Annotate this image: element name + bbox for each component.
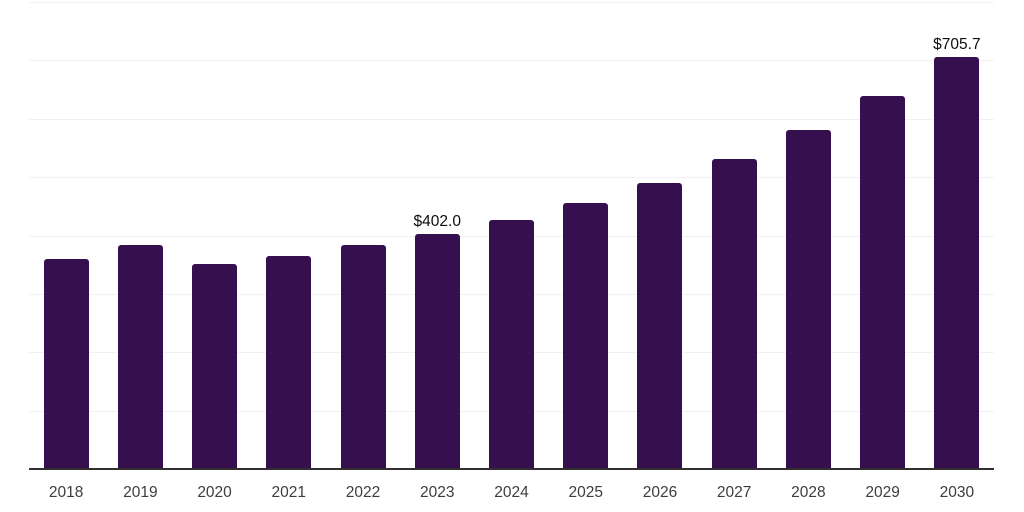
bar-2022 xyxy=(340,245,386,469)
x-axis-line xyxy=(29,468,994,470)
x-axis-tick-label: 2027 xyxy=(716,484,752,501)
gridline xyxy=(29,177,994,179)
bar-2027 xyxy=(711,159,757,469)
bar-2024 xyxy=(489,219,534,469)
bar-2019 xyxy=(117,244,163,469)
bar-2020 xyxy=(192,263,238,469)
x-axis-tick-label: 2021 xyxy=(271,484,307,501)
bar-value-label: $402.0 xyxy=(413,212,461,230)
bar-value-label: $705.7 xyxy=(933,35,981,53)
x-axis-tick-label: 2019 xyxy=(123,484,158,501)
x-axis-tick-label: 2018 xyxy=(48,484,84,501)
bar-2021 xyxy=(266,255,312,469)
x-axis-tick-label: 2022 xyxy=(345,484,381,501)
x-axis-tick-label: 2030 xyxy=(939,484,975,501)
gridline xyxy=(29,2,994,3)
x-axis-tick-label: 2026 xyxy=(642,484,678,501)
bar-2025 xyxy=(563,202,609,469)
x-axis-tick-label: 2028 xyxy=(791,484,826,501)
bar-2023 xyxy=(414,234,460,469)
bar-2029 xyxy=(860,95,906,469)
plot-area: $402.0 $705.7 xyxy=(29,2,994,469)
bar-2018 xyxy=(43,258,89,469)
x-axis-tick-label: 2024 xyxy=(494,484,529,501)
x-axis-tick-label: 2025 xyxy=(568,484,603,501)
gridline xyxy=(29,118,994,120)
x-axis-tick-label: 2029 xyxy=(865,484,900,501)
bar-2030 xyxy=(934,57,980,469)
x-axis-tick-label: 2023 xyxy=(420,484,455,501)
x-axis-tick-label: 2020 xyxy=(197,484,232,501)
bar-2026 xyxy=(637,182,683,469)
bar-2028 xyxy=(785,130,831,469)
gridline xyxy=(29,60,994,62)
